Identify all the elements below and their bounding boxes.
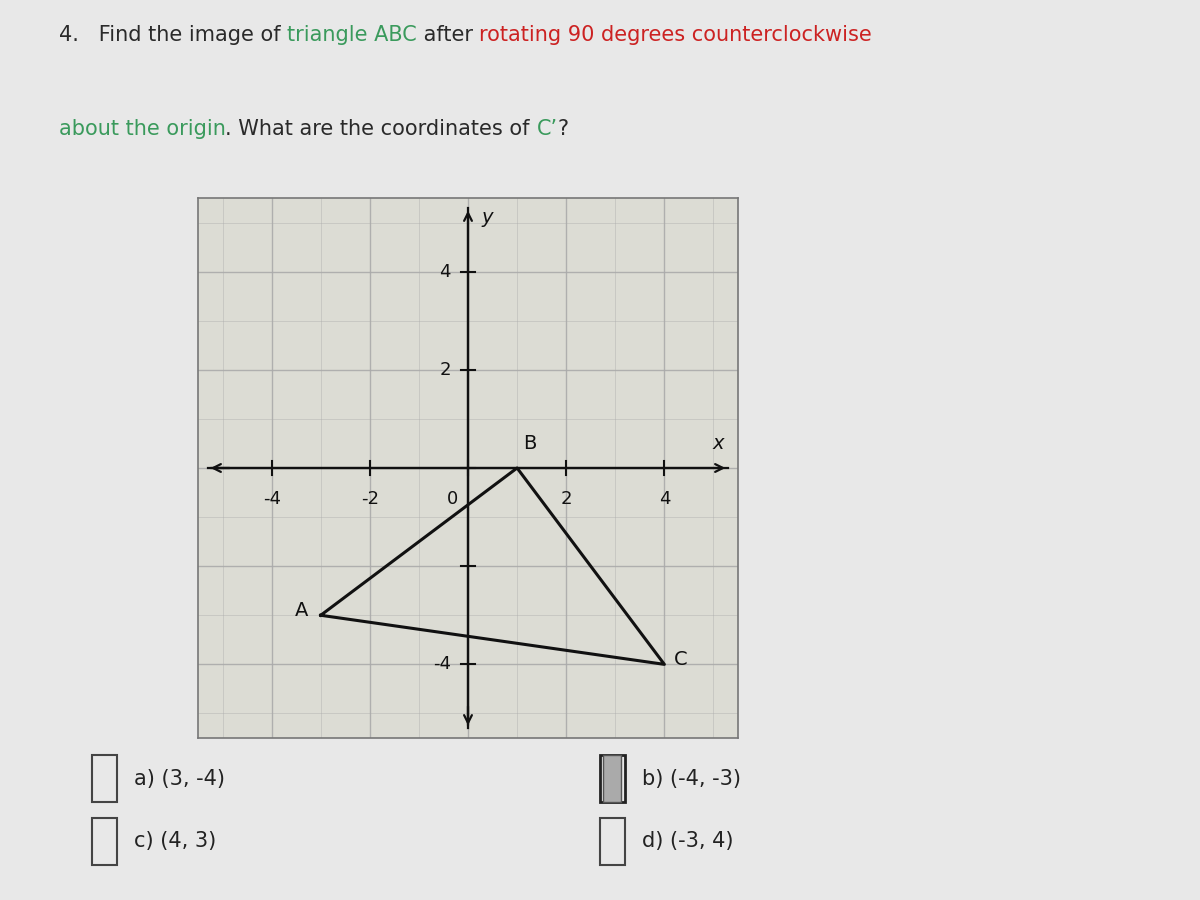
- Text: 2: 2: [439, 361, 451, 379]
- Text: rotating 90 degrees counterclockwise: rotating 90 degrees counterclockwise: [479, 25, 872, 45]
- Text: C: C: [674, 650, 688, 669]
- Text: a) (3, -4): a) (3, -4): [134, 769, 226, 788]
- Text: b) (-4, -3): b) (-4, -3): [642, 769, 740, 788]
- Text: . What are the coordinates of: . What are the coordinates of: [226, 119, 536, 139]
- Text: d) (-3, 4): d) (-3, 4): [642, 832, 733, 851]
- Text: after: after: [416, 25, 479, 45]
- Bar: [92, 754, 118, 803]
- Text: ?: ?: [558, 119, 569, 139]
- Text: 4: 4: [439, 263, 451, 281]
- Text: -4: -4: [263, 491, 281, 508]
- Text: A: A: [295, 601, 308, 620]
- Text: triangle ABC: triangle ABC: [287, 25, 416, 45]
- Text: B: B: [523, 435, 536, 454]
- Text: -2: -2: [361, 491, 379, 508]
- Text: y: y: [482, 208, 493, 227]
- Bar: [600, 817, 625, 866]
- Bar: [92, 817, 118, 866]
- Text: 0: 0: [446, 491, 458, 508]
- Text: c) (4, 3): c) (4, 3): [134, 832, 216, 851]
- Text: x: x: [713, 434, 724, 453]
- Bar: [600, 754, 625, 803]
- Bar: [604, 755, 622, 802]
- Text: 4.   Find the image of: 4. Find the image of: [59, 25, 287, 45]
- Text: -4: -4: [433, 655, 451, 673]
- Text: C’: C’: [536, 119, 558, 139]
- Text: about the origin: about the origin: [59, 119, 226, 139]
- Text: 2: 2: [560, 491, 572, 508]
- Text: 4: 4: [659, 491, 670, 508]
